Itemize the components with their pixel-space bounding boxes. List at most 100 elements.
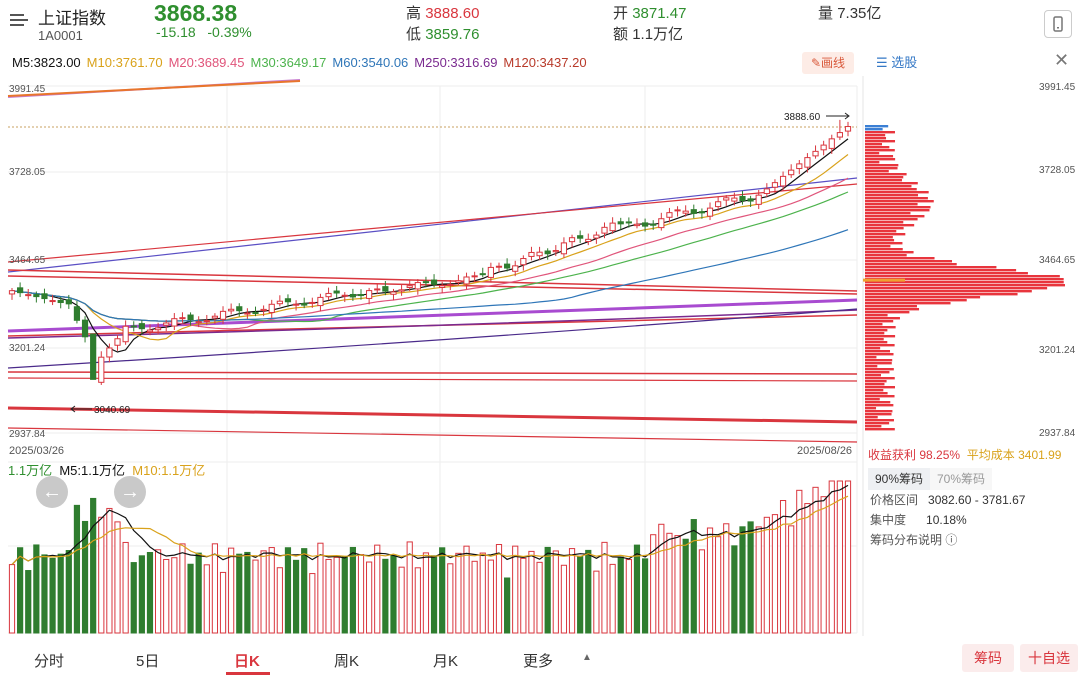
chip-bar: [865, 248, 903, 251]
candle-body: [447, 284, 454, 287]
ma-legend-item: M10:3761.70: [86, 55, 163, 70]
chip-bar: [865, 371, 890, 374]
volume-bar: [398, 566, 405, 634]
volume-bar: [163, 558, 170, 634]
volume-bar: [471, 560, 478, 634]
chip-bar: [865, 176, 904, 179]
close-panel-icon[interactable]: ✕: [1054, 50, 1070, 70]
volume-bar: [17, 547, 24, 634]
candle-body: [536, 251, 543, 257]
chip-bar: [865, 332, 885, 335]
volume-bar: [650, 534, 657, 634]
candle-body: [706, 207, 714, 217]
candle-body: [17, 287, 24, 294]
stock-picker-button[interactable]: ☰ 选股: [876, 55, 918, 70]
active-tab-indicator: [226, 672, 270, 675]
tab-1[interactable]: 5日: [136, 653, 160, 670]
candle-body: [439, 285, 446, 289]
candle-body: [804, 157, 811, 168]
landscape-toggle-button[interactable]: [1044, 10, 1072, 38]
candle-body: [471, 275, 478, 278]
chip-bar: [865, 167, 898, 170]
chip-explain-link[interactable]: 筹码分布说明 ⓘ: [870, 533, 958, 547]
candle-body: [341, 294, 348, 297]
chip-bar: [865, 236, 893, 239]
chip-bar: [865, 308, 920, 311]
candle-body: [146, 329, 154, 333]
volume-bar: [333, 556, 340, 634]
volume-bar: [487, 559, 494, 634]
chip-bar: [865, 146, 890, 149]
volume-bar: [528, 550, 535, 634]
volume-bar: [146, 551, 154, 634]
candle-body: [828, 138, 835, 149]
chip-bar: [865, 221, 904, 224]
candle-body: [366, 290, 373, 299]
next-arrow-button[interactable]: →: [114, 476, 146, 508]
chip-bar: [865, 242, 903, 245]
volume-bar: [179, 543, 186, 634]
volume-bar: [90, 497, 97, 634]
candle-body: [568, 237, 576, 243]
draw-line-button[interactable]: ✎画线: [802, 52, 854, 74]
chip-bar: [865, 161, 880, 164]
volume-bar: [568, 548, 576, 634]
volume-legend: 1.1万亿 M5:1.1万亿 M10:1.1万亿: [8, 460, 205, 479]
candle-body: [755, 194, 762, 205]
tab-2[interactable]: 日K: [234, 653, 260, 670]
high-value: 3888.60: [425, 5, 480, 22]
add-watchlist-button[interactable]: 十自选: [1020, 644, 1078, 672]
price-label-right-4: 3201.24: [1039, 345, 1076, 356]
prev-arrow-button[interactable]: ←: [36, 476, 68, 508]
volume-bar: [577, 555, 584, 634]
volume-bar: [552, 550, 559, 634]
chip-bar: [865, 239, 895, 242]
chip-bar: [865, 413, 892, 416]
candle-body: [228, 308, 235, 312]
chip-bar: [865, 329, 888, 332]
volume-ma-line: [11, 495, 849, 566]
chip-bar: [865, 290, 1032, 293]
volume-bar: [812, 486, 819, 634]
tab-3[interactable]: 周K: [334, 653, 360, 670]
volume-bar: [260, 550, 267, 634]
volume-bar: [228, 547, 235, 634]
candle-body: [357, 294, 365, 297]
candle-body: [325, 292, 332, 298]
candle-body: [301, 303, 308, 306]
menu-icon[interactable]: [10, 12, 30, 28]
candle-body: [211, 315, 219, 319]
price-label-right-1: 3991.45: [1039, 82, 1076, 93]
chip-bar: [865, 182, 918, 185]
volume-bar: [114, 521, 121, 634]
candle-body: [577, 235, 584, 239]
chip-bar: [865, 395, 895, 398]
chip-bar: [865, 311, 910, 314]
candle-body: [455, 280, 462, 283]
volume-bar: [211, 543, 219, 634]
volume-bar: [49, 557, 56, 634]
chips-button[interactable]: 筹码: [962, 644, 1014, 672]
volume-bar: [723, 523, 730, 634]
tab-0[interactable]: 分时: [34, 653, 65, 670]
candle-body: [617, 221, 624, 225]
candle-body: [73, 306, 81, 321]
volume-bar: [309, 573, 316, 634]
tab-5[interactable]: 更多: [523, 653, 554, 670]
tab-4[interactable]: 月K: [433, 653, 459, 670]
chip-bar: [865, 377, 895, 380]
candle-body: [284, 298, 292, 303]
volume-bar: [641, 558, 649, 634]
tab-chips-70[interactable]: 70%筹码: [930, 468, 992, 490]
kline-chart[interactable]: 3888.60 3040.69: [0, 76, 1080, 636]
low-value: 3859.76: [425, 26, 480, 43]
volume-bar: [820, 496, 827, 634]
ma-legend-item: M120:3437.20: [503, 55, 587, 70]
tab-chips-90[interactable]: 90%筹码: [868, 468, 930, 490]
help-icon: ⓘ: [945, 533, 958, 547]
candle-body: [41, 293, 48, 300]
volume-bar: [560, 564, 568, 634]
candle-body: [658, 218, 665, 229]
candle-body: [90, 333, 97, 380]
ma-legend-item: M30:3649.17: [250, 55, 327, 70]
